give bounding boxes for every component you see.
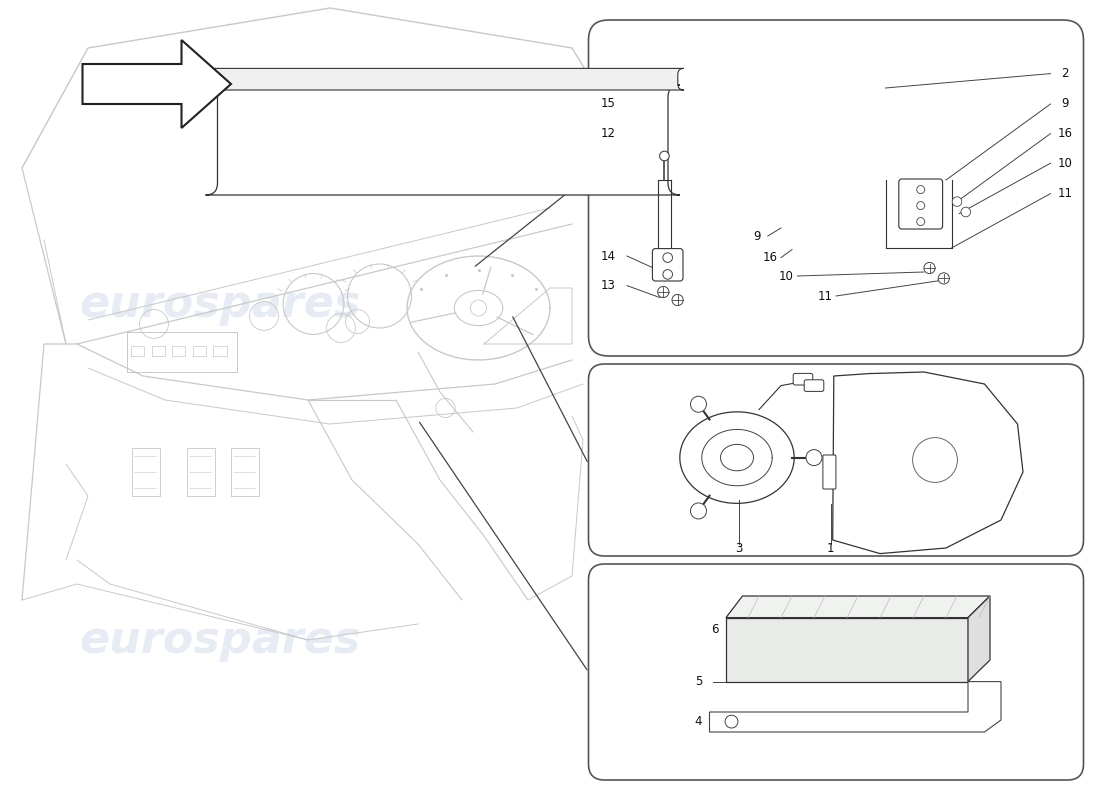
Text: 10: 10 [779, 270, 794, 282]
Polygon shape [82, 40, 231, 128]
Text: 15: 15 [601, 98, 616, 110]
FancyBboxPatch shape [899, 179, 943, 229]
FancyBboxPatch shape [191, 68, 684, 90]
Text: 4: 4 [695, 715, 702, 728]
Circle shape [961, 207, 970, 217]
Text: 1: 1 [827, 542, 834, 555]
Circle shape [663, 270, 672, 279]
Text: eurospares: eurospares [651, 282, 933, 326]
Circle shape [938, 273, 949, 284]
Circle shape [691, 503, 706, 519]
Text: 16: 16 [1057, 127, 1072, 140]
Polygon shape [833, 372, 1023, 554]
Circle shape [691, 396, 706, 412]
Circle shape [806, 450, 822, 466]
FancyBboxPatch shape [652, 249, 683, 281]
Circle shape [953, 197, 961, 206]
Circle shape [916, 218, 925, 226]
Text: eurospares: eurospares [651, 474, 933, 518]
Text: 9: 9 [1062, 98, 1068, 110]
Polygon shape [726, 596, 990, 618]
Text: 2: 2 [1062, 67, 1068, 80]
Polygon shape [968, 596, 990, 682]
FancyBboxPatch shape [588, 364, 1084, 556]
Circle shape [924, 262, 935, 274]
Circle shape [658, 286, 669, 298]
Text: 10: 10 [1057, 157, 1072, 170]
Polygon shape [710, 682, 1001, 732]
Circle shape [725, 715, 738, 728]
Text: eurospares: eurospares [79, 618, 361, 662]
Text: 3: 3 [736, 542, 743, 555]
Text: 13: 13 [601, 279, 616, 292]
Circle shape [672, 294, 683, 306]
Circle shape [660, 151, 669, 161]
Text: 14: 14 [601, 250, 616, 262]
FancyBboxPatch shape [588, 564, 1084, 780]
Text: 16: 16 [762, 251, 778, 264]
FancyBboxPatch shape [588, 20, 1084, 356]
Text: 11: 11 [1057, 187, 1072, 200]
Text: eurospares: eurospares [79, 282, 361, 326]
Circle shape [916, 202, 925, 210]
FancyBboxPatch shape [206, 85, 680, 195]
Circle shape [916, 186, 925, 194]
FancyBboxPatch shape [793, 374, 813, 385]
Text: 5: 5 [695, 675, 702, 688]
Text: 9: 9 [754, 230, 760, 242]
Polygon shape [726, 618, 968, 682]
Text: 11: 11 [817, 290, 833, 302]
FancyBboxPatch shape [823, 455, 836, 489]
Text: 6: 6 [712, 623, 718, 636]
FancyBboxPatch shape [804, 380, 824, 391]
Text: eurospares: eurospares [651, 658, 933, 702]
Circle shape [663, 253, 672, 262]
Text: 12: 12 [601, 127, 616, 140]
